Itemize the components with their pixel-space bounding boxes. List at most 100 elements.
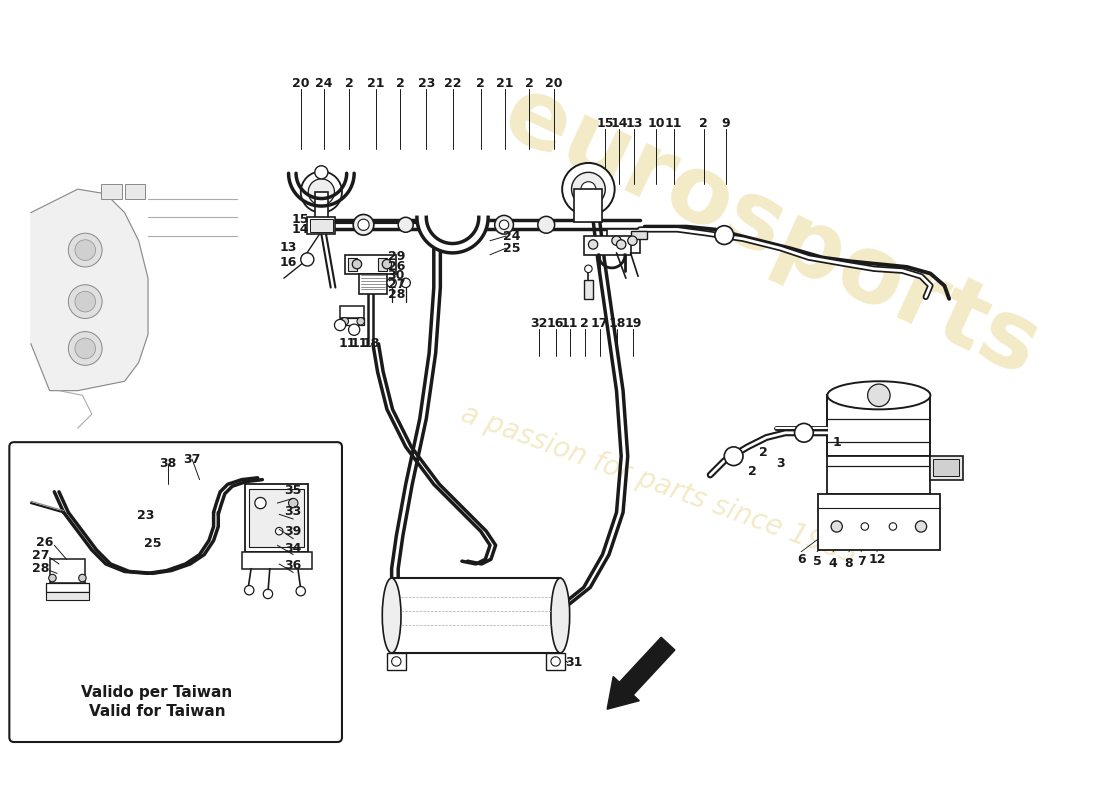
Text: 3: 3 [777,458,784,470]
Circle shape [296,586,306,596]
Circle shape [341,318,349,325]
Text: 14: 14 [610,117,628,130]
Text: 17: 17 [591,317,608,330]
Text: 2: 2 [345,77,354,90]
Circle shape [75,240,96,260]
Circle shape [263,590,273,598]
Circle shape [572,172,605,206]
Circle shape [315,166,328,179]
Text: 19: 19 [625,317,642,330]
Text: 8: 8 [845,558,854,570]
Text: 11: 11 [350,338,367,350]
Bar [584,280,593,299]
Text: 28: 28 [32,562,48,575]
Text: 2: 2 [759,446,768,459]
Text: Valido per Taiwan: Valido per Taiwan [81,685,232,700]
Text: 21: 21 [496,77,514,90]
Circle shape [868,384,890,406]
Text: 36: 36 [285,559,301,572]
Circle shape [724,447,743,466]
Circle shape [915,521,926,532]
Text: 25: 25 [503,242,520,254]
Circle shape [551,657,560,666]
Circle shape [581,182,596,197]
Circle shape [588,240,597,249]
Circle shape [255,498,266,509]
Text: 23: 23 [136,509,154,522]
Text: 30: 30 [387,269,405,282]
Text: 11: 11 [561,317,579,330]
Circle shape [288,498,298,508]
Circle shape [275,527,283,535]
Bar [344,254,396,274]
Text: 23: 23 [418,77,434,90]
Text: 34: 34 [285,542,301,554]
Circle shape [349,324,360,335]
Text: Valid for Taiwan: Valid for Taiwan [89,703,226,718]
Circle shape [244,586,254,595]
Text: 26: 26 [387,261,405,274]
Text: 2: 2 [581,317,589,330]
Bar [310,219,332,232]
Text: 2: 2 [748,465,757,478]
Bar [630,231,648,239]
Text: 7: 7 [857,554,866,568]
Bar [387,653,406,670]
Circle shape [715,226,734,245]
Circle shape [300,253,313,266]
Bar [348,258,358,270]
Text: 27: 27 [32,549,50,562]
Bar [607,230,640,253]
Circle shape [585,265,592,273]
Text: 6: 6 [796,553,805,566]
Bar [307,218,336,234]
Circle shape [358,318,364,325]
Text: 39: 39 [285,525,301,538]
Circle shape [495,215,514,234]
Text: 29: 29 [387,250,405,263]
Text: 20: 20 [544,77,562,90]
Circle shape [387,278,396,287]
Circle shape [75,291,96,312]
Circle shape [398,218,414,232]
Circle shape [68,234,102,267]
FancyArrow shape [607,638,675,710]
Circle shape [794,423,813,442]
Bar [574,189,603,222]
Circle shape [48,574,56,582]
Bar [244,484,308,552]
Circle shape [538,216,554,234]
Text: 13: 13 [279,241,297,254]
Text: 28: 28 [387,288,405,301]
Text: 4: 4 [828,558,837,570]
Circle shape [392,657,402,666]
Bar [547,653,565,670]
Text: 15: 15 [596,117,614,130]
Circle shape [616,240,626,249]
Ellipse shape [827,382,931,410]
Circle shape [499,220,509,230]
Text: 18: 18 [362,338,380,350]
Text: 35: 35 [285,484,301,498]
Bar [359,274,387,294]
Bar [392,578,560,653]
Text: eurosports: eurosports [490,67,1053,395]
Text: 32: 32 [530,317,548,330]
Bar [124,185,145,198]
Text: 13: 13 [626,117,644,130]
Circle shape [358,219,370,230]
Text: 20: 20 [292,77,309,90]
Text: 16: 16 [279,256,297,269]
Text: 37: 37 [184,453,200,466]
FancyBboxPatch shape [9,442,342,742]
Bar [101,185,122,198]
Text: 18: 18 [608,317,626,330]
Text: 16: 16 [547,317,564,330]
Bar [340,318,363,325]
Circle shape [308,179,334,205]
Circle shape [68,331,102,366]
Text: 24: 24 [316,77,333,90]
Text: 33: 33 [285,505,301,518]
Text: 10: 10 [647,117,664,130]
Text: 11: 11 [339,338,356,350]
